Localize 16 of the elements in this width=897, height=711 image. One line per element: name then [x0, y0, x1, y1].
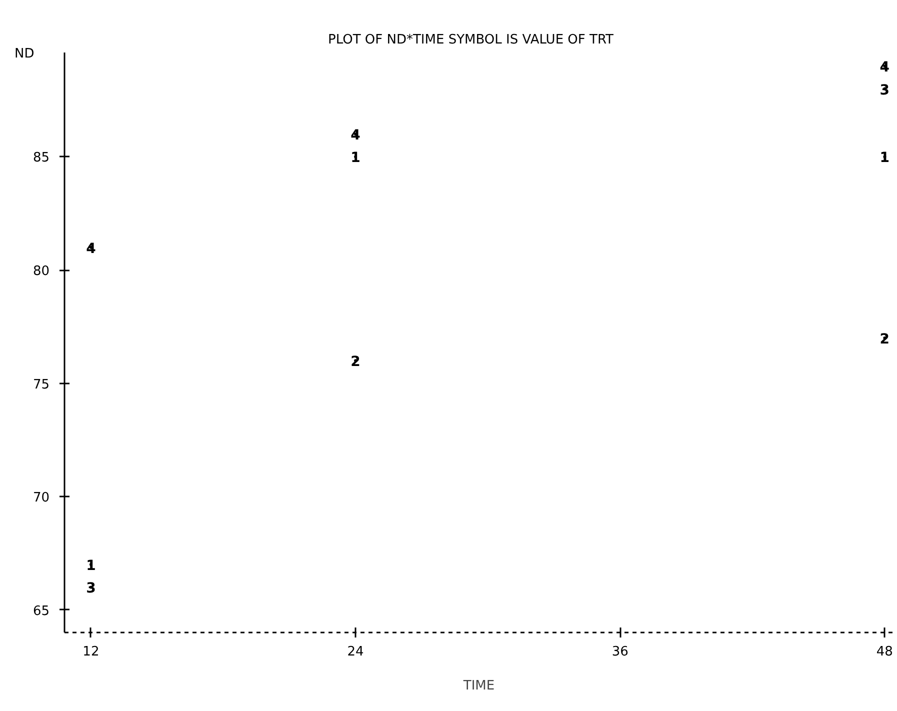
text: 4	[86, 240, 96, 257]
x-axis-title: TIME	[462, 678, 495, 694]
x-tick-label: 12	[82, 644, 100, 660]
y-tick-label: 65	[32, 604, 50, 619]
y-axis-title: ND	[14, 46, 34, 62]
x-tick-label: 24	[347, 644, 364, 660]
y-tick-label: 85	[32, 150, 50, 166]
x-tick-label: 48	[876, 644, 893, 660]
y-tick-label: 75	[32, 377, 50, 392]
series-label: 4	[350, 128, 361, 144]
text: 4	[880, 60, 890, 76]
text: 2	[880, 331, 890, 348]
y-tick-label: 80	[32, 264, 50, 279]
chart-title: PLOT OF ND*TIME SYMBOL IS VALUE OF TRT	[328, 32, 614, 48]
y-tick-label: 70	[32, 490, 50, 506]
x-tick-label: 36	[612, 644, 628, 660]
